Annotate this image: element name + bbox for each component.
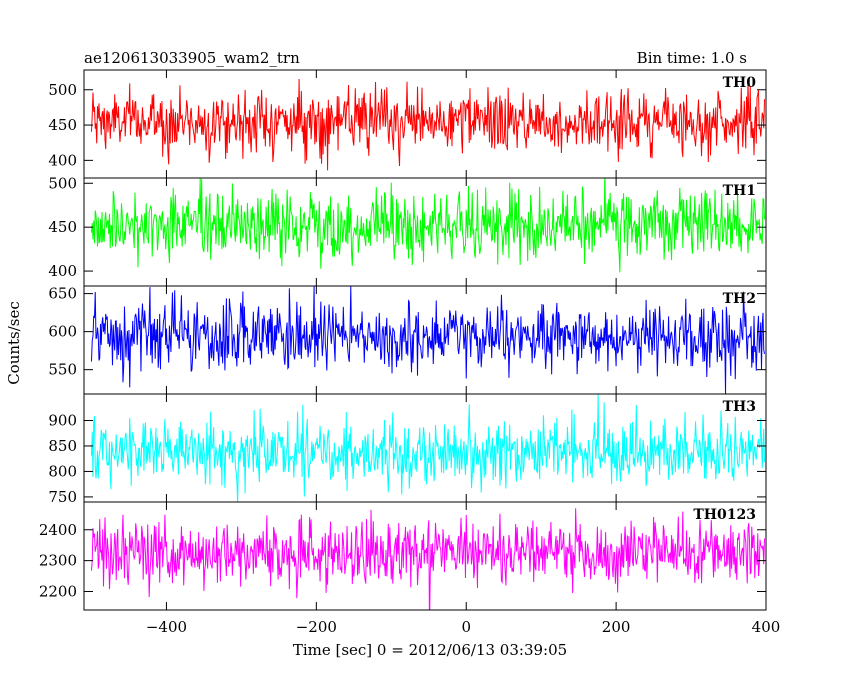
y-axis-label: Counts/sec [5,301,23,385]
panel-label: TH1 [723,183,756,199]
panel-frame [83,69,767,179]
panel-label: TH0123 [693,507,756,523]
panel-th0: 400 450 500 TH0 [48,69,767,179]
y-tick-label: 650 [48,285,77,303]
panel-th2: 550 600 650 TH2 [48,285,767,395]
panel-th1: 400 450 500 TH1 [48,174,767,287]
y-tick-label: 500 [48,174,77,192]
x-tick-label: −200 [296,618,337,636]
y-tick-label: 850 [48,437,77,455]
panel-th0123: 2200 2300 2400 TH0123 [39,501,767,611]
series-line-th2 [90,286,765,394]
panels-group: 400 450 500 TH0 400 450 500 TH1 550 600 650 TH2 750 8… [39,69,781,636]
y-tick-label: 550 [48,361,77,379]
y-tick-label: 400 [48,262,77,280]
panel-th3: 750 800 850 900 TH3 [48,393,767,506]
x-tick-label: −400 [146,618,187,636]
y-tick-label: 900 [48,411,77,429]
y-tick-label: 800 [48,462,77,480]
panel-label: TH2 [723,291,756,307]
y-tick-label: 750 [48,488,77,506]
panel-label: TH0 [723,75,757,91]
y-tick-label: 600 [48,323,77,341]
y-tick-label: 500 [48,81,77,99]
series-line-th0123 [90,508,765,610]
series-line-th0 [90,79,765,171]
panel-label: TH3 [723,399,756,415]
y-tick-label: 450 [48,116,77,134]
series-line-th3 [90,394,765,502]
y-tick-label: 2300 [39,552,77,570]
y-tick-label: 400 [48,151,77,169]
x-axis-label: Time [sec] 0 = 2012/06/13 03:39:05 [293,641,567,659]
x-tick-label: 400 [752,618,781,636]
series-line-th1 [90,178,765,273]
y-tick-label: 2200 [39,582,77,600]
chart-title: ae120613033905_wam2_trn [84,49,300,67]
x-tick-label: 0 [461,618,471,636]
bin-time-label: Bin time: 1.0 s [637,49,747,67]
x-tick-label: 200 [602,618,631,636]
y-tick-label: 450 [48,218,77,236]
panel-frame [83,501,767,611]
y-tick-label: 2400 [39,521,77,539]
